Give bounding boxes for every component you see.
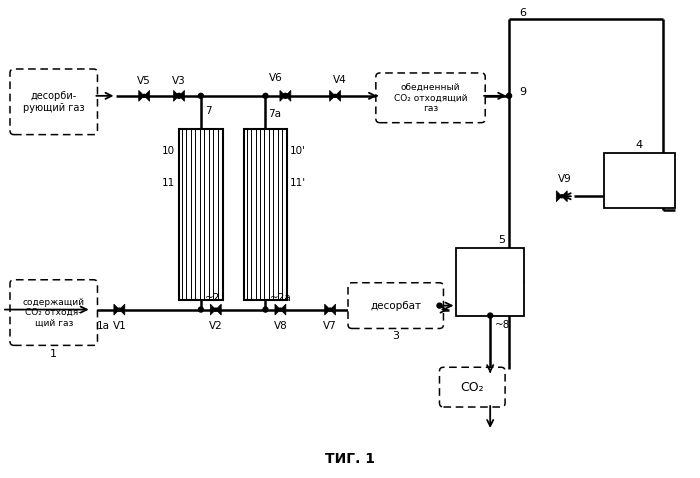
Text: V9: V9: [558, 174, 572, 185]
Circle shape: [118, 308, 121, 311]
Circle shape: [437, 303, 442, 308]
Circle shape: [283, 93, 288, 98]
Text: обедненный
CO₂ отходящий
газ: обедненный CO₂ отходящий газ: [394, 83, 468, 113]
Circle shape: [198, 307, 204, 312]
Circle shape: [263, 93, 268, 98]
Polygon shape: [139, 90, 144, 101]
Circle shape: [328, 308, 332, 311]
Text: 5: 5: [498, 235, 505, 245]
Polygon shape: [280, 90, 286, 101]
Text: V6: V6: [269, 73, 282, 83]
Polygon shape: [114, 304, 119, 315]
Circle shape: [176, 93, 181, 98]
Circle shape: [488, 313, 493, 318]
Polygon shape: [144, 90, 150, 101]
FancyBboxPatch shape: [348, 283, 444, 328]
Circle shape: [334, 94, 337, 98]
Polygon shape: [216, 304, 221, 315]
Polygon shape: [335, 90, 341, 101]
Text: 4: 4: [636, 140, 643, 150]
Circle shape: [560, 195, 564, 198]
Text: десорбат: десорбат: [370, 301, 421, 311]
Text: ~2: ~2: [205, 293, 220, 303]
Text: содержащий
CO₂ отходя-
щий газ: содержащий CO₂ отходя- щий газ: [22, 298, 85, 327]
FancyBboxPatch shape: [10, 280, 97, 346]
Circle shape: [507, 93, 512, 98]
Text: 11: 11: [162, 178, 175, 188]
Text: 1a: 1a: [97, 322, 110, 331]
Text: 1: 1: [50, 349, 57, 359]
Polygon shape: [330, 304, 335, 315]
Text: V5: V5: [137, 76, 151, 86]
Circle shape: [143, 94, 146, 98]
Text: V8: V8: [274, 322, 287, 331]
Text: V2: V2: [209, 322, 223, 331]
Polygon shape: [286, 90, 290, 101]
Polygon shape: [179, 90, 185, 101]
Circle shape: [284, 94, 287, 98]
Text: ~2a: ~2a: [270, 293, 291, 303]
Text: CO₂: CO₂: [461, 380, 484, 394]
Circle shape: [214, 308, 217, 311]
Text: десорби-
рующий газ: десорби- рующий газ: [23, 91, 85, 113]
Text: 7a: 7a: [269, 109, 281, 119]
Text: V4: V4: [333, 75, 347, 85]
Bar: [603, 152, 675, 208]
Text: V1: V1: [113, 322, 126, 331]
Polygon shape: [275, 304, 281, 315]
Circle shape: [198, 93, 204, 98]
Polygon shape: [119, 304, 125, 315]
Circle shape: [178, 94, 181, 98]
Circle shape: [263, 307, 268, 312]
FancyBboxPatch shape: [10, 69, 97, 135]
Text: ~8: ~8: [495, 320, 510, 330]
Polygon shape: [556, 191, 562, 202]
Text: 9: 9: [519, 87, 526, 97]
Text: V7: V7: [323, 322, 337, 331]
FancyBboxPatch shape: [440, 367, 505, 407]
Polygon shape: [210, 304, 216, 315]
Polygon shape: [562, 191, 567, 202]
Text: 11': 11': [289, 178, 305, 188]
Text: 10': 10': [289, 145, 305, 155]
Bar: [456, 248, 524, 315]
Text: 7: 7: [205, 106, 211, 116]
Text: ΤИГ. 1: ΤИГ. 1: [325, 452, 375, 466]
Circle shape: [279, 308, 282, 311]
FancyBboxPatch shape: [376, 73, 485, 123]
Text: V3: V3: [172, 76, 186, 86]
Polygon shape: [281, 304, 286, 315]
Bar: [244, 129, 288, 300]
Text: 3: 3: [392, 331, 399, 341]
Text: 6: 6: [519, 8, 526, 18]
Polygon shape: [330, 90, 335, 101]
Polygon shape: [325, 304, 330, 315]
Text: 10: 10: [162, 145, 175, 155]
Polygon shape: [174, 90, 179, 101]
Bar: [179, 129, 223, 300]
